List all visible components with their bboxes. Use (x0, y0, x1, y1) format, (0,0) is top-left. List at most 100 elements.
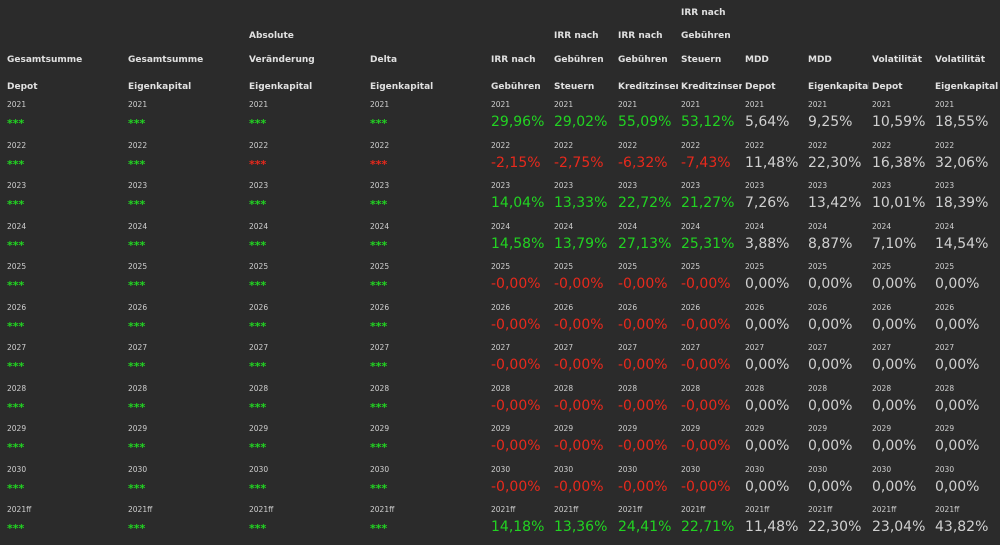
percentage-cell[interactable]: 22,72% (618, 195, 672, 211)
masked-value-cell[interactable]: *** (249, 441, 267, 454)
masked-value-cell[interactable]: *** (7, 238, 25, 252)
percentage-cell[interactable]: -0,00% (618, 316, 668, 333)
column-header[interactable]: Volatilität Eigenkapital (935, 0, 998, 100)
percentage-cell[interactable]: -0,00% (491, 438, 541, 454)
percentage-cell[interactable]: -0,00% (554, 276, 604, 292)
percentage-cell[interactable]: 7,10% (872, 235, 917, 252)
percentage-cell[interactable]: -6,32% (618, 154, 668, 171)
percentage-cell[interactable]: -0,00% (681, 357, 731, 373)
percentage-cell[interactable]: 0,00% (935, 478, 980, 495)
masked-value-cell[interactable]: *** (128, 522, 146, 535)
percentage-cell[interactable]: 0,00% (935, 357, 980, 373)
percentage-cell[interactable]: 11,48% (745, 154, 799, 171)
column-header[interactable]: Gesamtsumme Eigenkapital (128, 0, 246, 100)
percentage-cell[interactable]: 0,00% (808, 316, 853, 333)
percentage-cell[interactable]: 21,27% (681, 195, 735, 211)
percentage-cell[interactable]: 0,00% (872, 478, 917, 495)
percentage-cell[interactable]: 29,96% (491, 114, 545, 130)
percentage-cell[interactable]: 14,04% (491, 195, 545, 211)
percentage-cell[interactable]: 13,42% (808, 195, 862, 211)
masked-value-cell[interactable]: *** (128, 279, 146, 292)
masked-value-cell[interactable]: *** (128, 481, 146, 495)
masked-value-cell[interactable]: *** (249, 279, 267, 292)
percentage-cell[interactable]: 14,18% (491, 519, 545, 535)
masked-value-cell[interactable]: *** (7, 441, 25, 454)
percentage-cell[interactable]: 8,87% (808, 235, 853, 252)
percentage-cell[interactable]: 53,12% (681, 114, 735, 130)
percentage-cell[interactable]: 0,00% (808, 276, 853, 292)
percentage-cell[interactable]: -0,00% (491, 276, 541, 292)
percentage-cell[interactable]: -0,00% (618, 438, 668, 454)
masked-value-cell[interactable]: *** (249, 238, 267, 252)
masked-value-cell[interactable]: *** (7, 117, 25, 130)
masked-value-cell[interactable]: *** (7, 319, 25, 333)
masked-value-cell[interactable]: *** (128, 198, 146, 211)
percentage-cell[interactable]: 0,00% (808, 357, 853, 373)
masked-value-cell[interactable]: *** (128, 360, 146, 373)
percentage-cell[interactable]: 0,00% (935, 316, 980, 333)
percentage-cell[interactable]: -0,00% (681, 438, 731, 454)
masked-value-cell[interactable]: *** (128, 157, 146, 171)
percentage-cell[interactable]: -0,00% (554, 316, 604, 333)
masked-value-cell[interactable]: *** (7, 400, 25, 414)
column-header[interactable]: IRR nach Gebühren Kreditzinsen (618, 0, 678, 100)
percentage-cell[interactable]: 0,00% (872, 357, 917, 373)
percentage-cell[interactable]: 0,00% (872, 397, 917, 414)
masked-value-cell[interactable]: *** (370, 117, 388, 130)
percentage-cell[interactable]: 32,06% (935, 154, 989, 171)
percentage-cell[interactable]: 13,33% (554, 195, 608, 211)
masked-value-cell[interactable]: *** (7, 481, 25, 495)
masked-value-cell[interactable]: *** (370, 360, 388, 373)
percentage-cell[interactable]: 0,00% (872, 276, 917, 292)
percentage-cell[interactable]: -0,00% (491, 357, 541, 373)
masked-value-cell[interactable]: *** (370, 400, 388, 414)
column-header[interactable]: MDD Eigenkapital (808, 0, 869, 100)
percentage-cell[interactable]: 0,00% (745, 316, 790, 333)
percentage-cell[interactable]: 55,09% (618, 114, 672, 130)
percentage-cell[interactable]: -0,00% (554, 478, 604, 495)
column-header[interactable]: Gesamtsumme Depot (7, 0, 125, 100)
column-header[interactable]: Volatilität Depot (872, 0, 932, 100)
masked-value-cell[interactable]: *** (370, 157, 388, 171)
percentage-cell[interactable]: -0,00% (618, 397, 668, 414)
column-header[interactable]: IRR nach Gebühren Steuern (554, 0, 615, 100)
percentage-cell[interactable]: 11,48% (745, 519, 799, 535)
masked-value-cell[interactable]: *** (370, 279, 388, 292)
masked-value-cell[interactable]: *** (249, 400, 267, 414)
masked-value-cell[interactable]: *** (370, 441, 388, 454)
percentage-cell[interactable]: -0,00% (491, 316, 541, 333)
percentage-cell[interactable]: 0,00% (872, 316, 917, 333)
percentage-cell[interactable]: 3,88% (745, 235, 790, 252)
masked-value-cell[interactable]: *** (370, 238, 388, 252)
column-header[interactable]: IRR nach Gebühren (491, 0, 551, 100)
masked-value-cell[interactable]: *** (370, 481, 388, 495)
masked-value-cell[interactable]: *** (249, 198, 267, 211)
percentage-cell[interactable]: 5,64% (745, 114, 790, 130)
percentage-cell[interactable]: -0,00% (554, 357, 604, 373)
percentage-cell[interactable]: 0,00% (745, 397, 790, 414)
column-header[interactable]: Absolute Veränderung Eigenkapital (249, 0, 367, 100)
percentage-cell[interactable]: 14,54% (935, 235, 989, 252)
percentage-cell[interactable]: 10,01% (872, 195, 926, 211)
masked-value-cell[interactable]: *** (128, 441, 146, 454)
percentage-cell[interactable]: -0,00% (618, 357, 668, 373)
percentage-cell[interactable]: -2,15% (491, 154, 541, 171)
masked-value-cell[interactable]: *** (370, 319, 388, 333)
masked-value-cell[interactable]: *** (128, 117, 146, 130)
percentage-cell[interactable]: -0,00% (618, 276, 668, 292)
percentage-cell[interactable]: -7,43% (681, 154, 731, 171)
column-header[interactable]: MDD Depot (745, 0, 805, 100)
masked-value-cell[interactable]: *** (370, 522, 388, 535)
masked-value-cell[interactable]: *** (249, 319, 267, 333)
percentage-cell[interactable]: 18,55% (935, 114, 989, 130)
percentage-cell[interactable]: 22,30% (808, 519, 862, 535)
masked-value-cell[interactable]: *** (249, 481, 267, 495)
percentage-cell[interactable]: 0,00% (935, 397, 980, 414)
percentage-cell[interactable]: 16,38% (872, 154, 926, 171)
masked-value-cell[interactable]: *** (128, 238, 146, 252)
masked-value-cell[interactable]: *** (128, 319, 146, 333)
percentage-cell[interactable]: -0,00% (491, 397, 541, 414)
percentage-cell[interactable]: 25,31% (681, 235, 735, 252)
percentage-cell[interactable]: 0,00% (745, 357, 790, 373)
percentage-cell[interactable]: 13,79% (554, 235, 608, 252)
